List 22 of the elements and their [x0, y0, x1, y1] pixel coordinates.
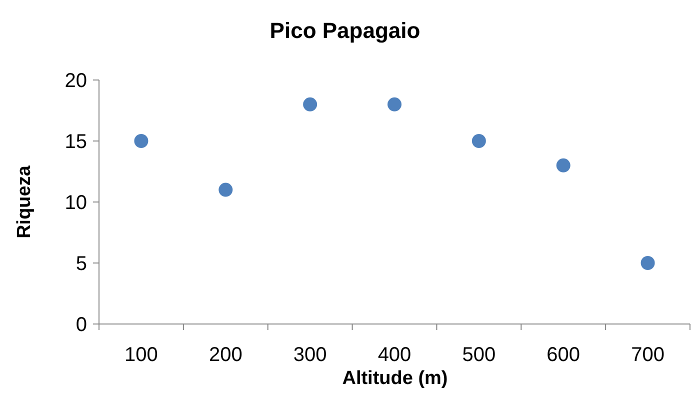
y-tick-label: 0 [76, 314, 87, 336]
x-tick-label: 400 [378, 344, 412, 366]
point [303, 97, 318, 112]
point [388, 97, 402, 112]
x-tick-label: 700 [631, 344, 664, 366]
x-tick-label: 600 [546, 344, 580, 366]
point [640, 256, 655, 270]
y-tick-label: 20 [64, 70, 87, 92]
y-tick-label: 5 [76, 253, 87, 275]
point [472, 134, 486, 148]
x-tick-label: 200 [208, 344, 242, 366]
point [134, 134, 148, 148]
x-tick-label: 300 [293, 344, 327, 366]
x-tick-label: 500 [462, 344, 496, 366]
chart-title: Pico Papagaio [270, 18, 420, 43]
point [218, 182, 233, 197]
x-tick-label: 100 [124, 344, 158, 366]
point [556, 158, 570, 172]
y-tick-label: 15 [64, 131, 87, 153]
y-tick-label: 10 [64, 192, 87, 214]
x-axis-title: Altitude (m) [342, 368, 448, 389]
y-axis-title: Riqueza [14, 165, 35, 238]
